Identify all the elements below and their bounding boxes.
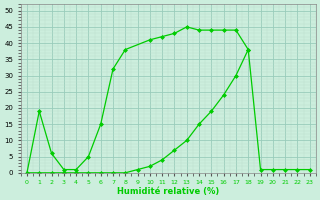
X-axis label: Humidité relative (%): Humidité relative (%)	[117, 187, 220, 196]
